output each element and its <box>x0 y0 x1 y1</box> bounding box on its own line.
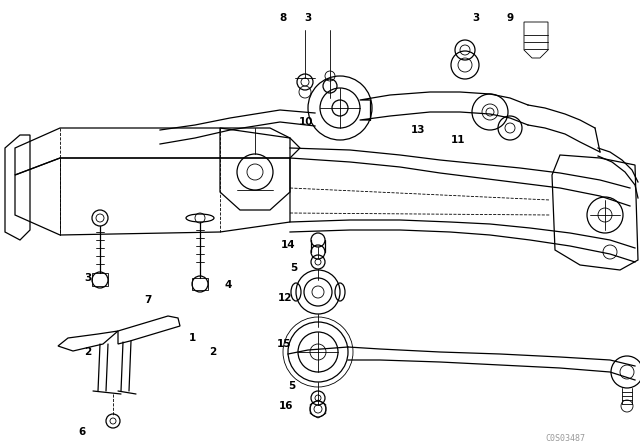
Text: 4: 4 <box>224 280 232 290</box>
Text: 16: 16 <box>279 401 293 411</box>
Text: 11: 11 <box>451 135 465 145</box>
Text: 10: 10 <box>299 117 313 127</box>
Text: C0S03487: C0S03487 <box>545 434 585 443</box>
Text: 2: 2 <box>84 347 92 357</box>
Text: 6: 6 <box>78 427 86 437</box>
Text: 3: 3 <box>84 273 92 283</box>
Text: 5: 5 <box>289 381 296 391</box>
Text: 7: 7 <box>144 295 152 305</box>
Text: 13: 13 <box>411 125 425 135</box>
Text: 2: 2 <box>209 347 216 357</box>
Text: 8: 8 <box>280 13 287 23</box>
Text: 3: 3 <box>472 13 479 23</box>
Text: 1: 1 <box>188 333 196 343</box>
Text: 5: 5 <box>291 263 298 273</box>
Text: 14: 14 <box>281 240 295 250</box>
Text: 9: 9 <box>506 13 513 23</box>
Text: 3: 3 <box>305 13 312 23</box>
Text: 12: 12 <box>278 293 292 303</box>
Text: 15: 15 <box>276 339 291 349</box>
